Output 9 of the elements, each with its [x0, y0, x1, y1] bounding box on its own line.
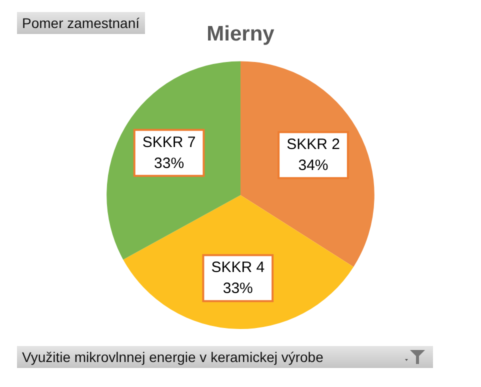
- slice-label: SKKR 2: [286, 136, 340, 154]
- chart-title: Mierny: [206, 22, 275, 46]
- data-label: 33%: [154, 154, 184, 172]
- data-label: 34%: [298, 157, 328, 174]
- text: Pomer zamestnaní: [22, 15, 140, 31]
- text: Využitie mikrovlnnej energie v keramickej výrobe: [22, 349, 324, 365]
- slice-label: SKKR 7: [142, 134, 196, 151]
- data-label: 33%: [222, 280, 253, 298]
- slice-label: SKKR 4: [211, 259, 265, 276]
